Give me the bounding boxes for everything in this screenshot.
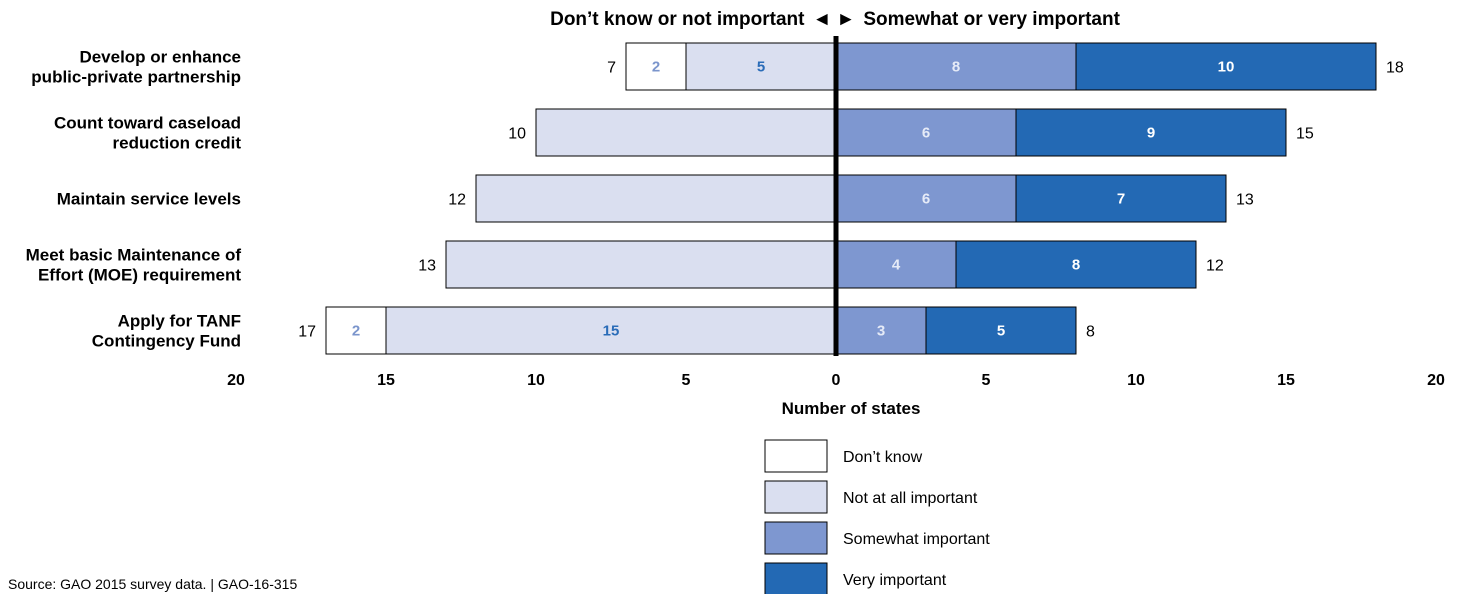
total-positive-label: 18 [1386, 60, 1404, 77]
bar-segment [685, 42, 837, 91]
category-label-line: Effort (MOE) requirement [38, 266, 241, 285]
data-label: 8 [952, 59, 960, 76]
data-label: 6 [922, 125, 930, 142]
category-label-line: Apply for TANF [118, 312, 241, 331]
total-positive-label: 13 [1236, 192, 1254, 209]
bar-segment [835, 42, 1077, 91]
total-negative-label: 12 [448, 192, 466, 209]
bar-segment [1015, 108, 1287, 157]
header-text: Don’t know or not important ◄ ► Somewhat o… [550, 9, 1120, 30]
chart-header: Don’t know or not important ◄ ► Somewhat o… [550, 9, 1120, 30]
category-label: Develop or enhance public-private partner… [31, 48, 241, 87]
total-negative-label: 10 [508, 126, 526, 143]
data-label: 2 [652, 59, 660, 76]
x-tick-label: 5 [682, 372, 691, 389]
bar-segment [535, 108, 837, 157]
x-tick-label: 10 [1127, 372, 1145, 389]
category-label-line: public-private partnership [31, 68, 241, 87]
bar-segment [475, 174, 837, 223]
category-label: Meet basic Maintenance of Effort (MOE) re… [26, 246, 242, 285]
total-negative-label: 7 [607, 60, 616, 77]
bars: 5 2 8 10 6 9 6 7 4 8 15 2 3 5 [325, 36, 1377, 356]
total-labels: 7 18 10 15 12 13 13 12 17 8 [298, 60, 1404, 341]
category-label-line: Maintain service levels [57, 190, 241, 209]
category-label-line: Develop or enhance [79, 48, 241, 67]
legend-label: Not at all important [843, 490, 978, 507]
bar-segment [445, 240, 837, 289]
total-positive-label: 15 [1296, 126, 1314, 143]
data-label: 6 [922, 191, 930, 208]
x-tick-label: 15 [377, 372, 395, 389]
legend: Don’t know Not at all important Somewhat i… [764, 439, 990, 594]
category-label-line: Contingency Fund [92, 332, 241, 351]
x-tick-label: 15 [1277, 372, 1295, 389]
data-label: 5 [757, 59, 765, 76]
category-label: Apply for TANF Contingency Fund [92, 312, 241, 351]
legend-label: Very important [843, 572, 947, 589]
x-axis-label: Number of states [782, 399, 921, 418]
legend-swatch [764, 439, 828, 473]
header-right: Somewhat or very important [863, 9, 1120, 30]
bar-segment [955, 240, 1197, 289]
category-label-line: Count toward caseload [54, 114, 241, 133]
total-positive-label: 8 [1086, 324, 1095, 341]
data-label: 2 [352, 323, 360, 340]
header-arrows: ◄ ► [812, 9, 855, 30]
total-positive-label: 12 [1206, 258, 1224, 275]
total-negative-label: 13 [418, 258, 436, 275]
data-label: 5 [997, 323, 1005, 340]
bar-segment [835, 108, 1017, 157]
data-label: 7 [1117, 191, 1125, 208]
bar-segment [835, 174, 1017, 223]
total-negative-label: 17 [298, 324, 316, 341]
legend-swatch [764, 521, 828, 555]
legend-swatch [764, 480, 828, 514]
x-axis-ticks: 20 15 10 5 0 5 10 15 20 [227, 372, 1445, 389]
bar-segment [1075, 42, 1377, 91]
source-note: Source: GAO 2015 survey data. | GAO-16-3… [8, 576, 297, 592]
category-label: Count toward caseload reduction credit [54, 114, 241, 153]
x-tick-label: 20 [1427, 372, 1445, 389]
data-label: 4 [892, 257, 901, 274]
data-label: 8 [1072, 257, 1080, 274]
category-labels: Develop or enhance public-private partner… [26, 48, 242, 351]
legend-swatch [764, 562, 828, 594]
bar-segment [625, 42, 687, 91]
category-label: Maintain service levels [57, 190, 241, 209]
data-label: 9 [1147, 125, 1155, 142]
x-tick-label: 20 [227, 372, 245, 389]
category-label-line: Meet basic Maintenance of [26, 246, 242, 265]
data-label: 15 [603, 323, 620, 340]
category-label-line: reduction credit [113, 134, 242, 153]
x-tick-label: 10 [527, 372, 545, 389]
bar-segment [325, 306, 387, 355]
bar-segment [835, 306, 927, 355]
x-tick-label: 5 [982, 372, 991, 389]
bar-segment [925, 306, 1077, 355]
bar-segment [1015, 174, 1227, 223]
data-label: 10 [1218, 59, 1235, 76]
x-tick-label: 0 [832, 372, 841, 389]
header-left: Don’t know or not important [550, 9, 805, 30]
legend-label: Somewhat important [843, 531, 990, 548]
legend-label: Don’t know [843, 449, 923, 466]
data-label: 3 [877, 323, 885, 340]
